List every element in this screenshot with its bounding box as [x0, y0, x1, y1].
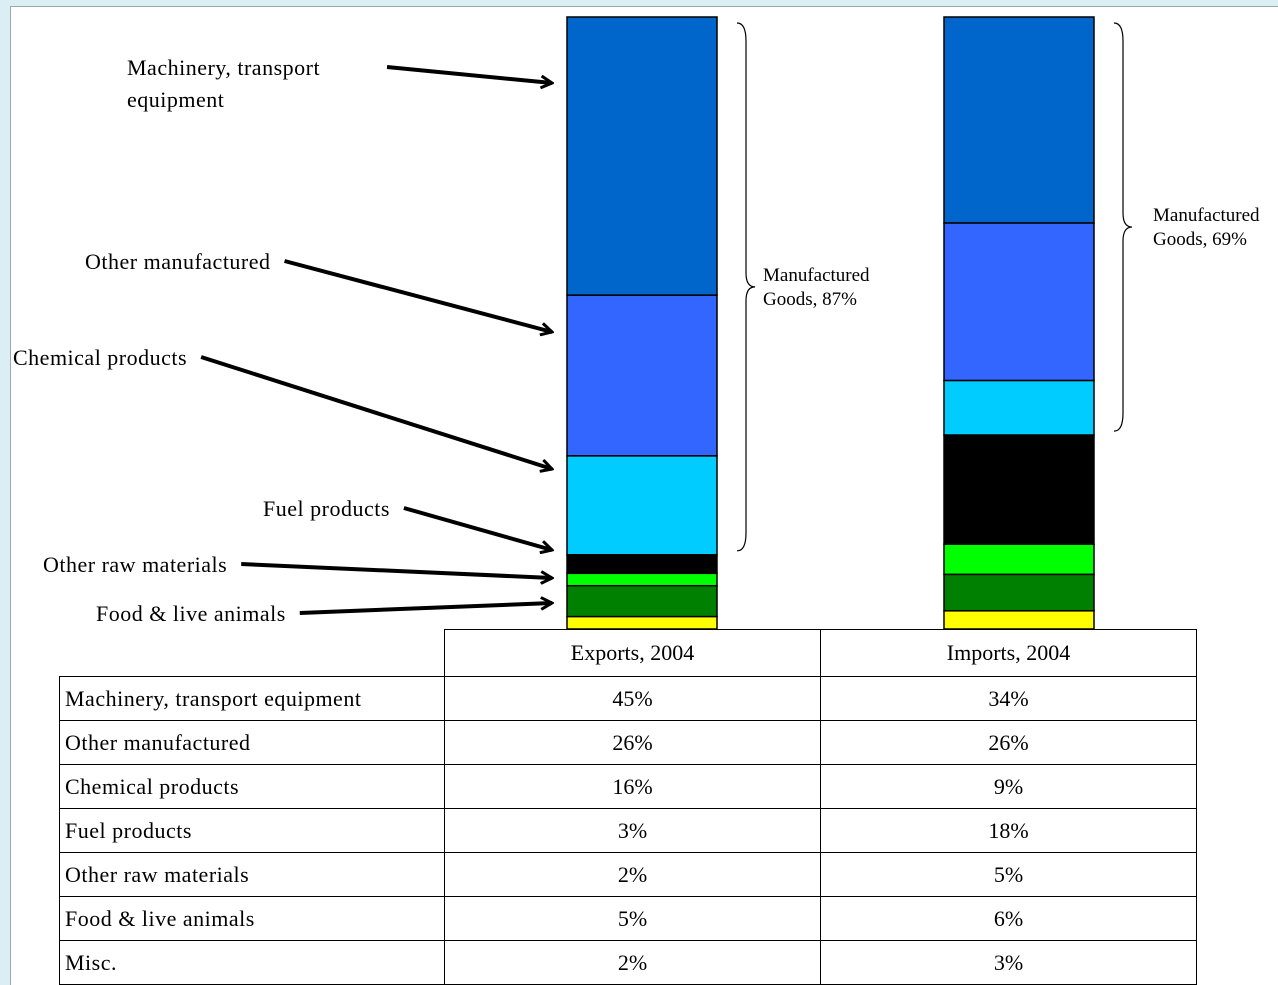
- imports-value: 34%: [820, 676, 1197, 721]
- exports-header: Exports, 2004: [444, 629, 821, 677]
- bar-segment-exports-2004-misc: [566, 615, 718, 629]
- table-row: Fuel products 3% 18%: [59, 808, 1197, 853]
- exports-value: 3%: [444, 808, 821, 853]
- row-label: Chemical products: [59, 764, 445, 809]
- chart-frame: Manufactured Goods, 87% Manufactured Goods,…: [10, 6, 1278, 985]
- table-header-row: Exports, 2004 Imports, 2004: [59, 629, 1197, 677]
- table-row: Other raw materials 2% 5%: [59, 852, 1197, 897]
- data-table: Exports, 2004 Imports, 2004 Machinery, t…: [59, 629, 1197, 985]
- row-label: Misc.: [59, 940, 445, 985]
- arrow-label-other-raw-materials: Other raw materials: [43, 552, 227, 577]
- arrow-label-other-manufactured: Other manufactured: [85, 249, 271, 274]
- bar-segment-exports-2004-other-manufactured: [566, 294, 718, 457]
- table-row: Misc. 2% 3%: [59, 940, 1197, 985]
- exports-value: 45%: [444, 676, 821, 721]
- bar-segment-exports-2004-chemical-products: [566, 455, 718, 556]
- arrow-food-and-live-animals: [299, 603, 552, 615]
- arrow-other-manufactured: [284, 259, 552, 332]
- arrow-chemical-products: [200, 355, 552, 469]
- table-corner-cell: [59, 629, 445, 677]
- imports-header: Imports, 2004: [820, 629, 1197, 677]
- brace-exports-2004: [736, 22, 756, 552]
- bar-segment-exports-2004-food-and-live-animals: [566, 584, 718, 618]
- bar-segment-imports-2004-other-raw-materials: [943, 543, 1095, 576]
- bar-segment-imports-2004-fuel-products: [943, 434, 1095, 545]
- bar-segment-imports-2004-machinery-transport-equipment: [943, 16, 1095, 224]
- row-label: Food & live animals: [59, 896, 445, 941]
- arrow-fuel-products: [403, 506, 552, 550]
- row-label: Machinery, transport equipment: [59, 676, 445, 721]
- imports-value: 9%: [820, 764, 1197, 809]
- bar-segment-exports-2004-fuel-products: [566, 554, 718, 575]
- exports-value: 2%: [444, 940, 821, 985]
- bar-segment-exports-2004-other-raw-materials: [566, 572, 718, 587]
- table-row: Machinery, transport equipment 45% 34%: [59, 676, 1197, 721]
- stacked-bar-chart: Manufactured Goods, 87% Manufactured Goods,…: [13, 16, 1260, 629]
- exports-value: 2%: [444, 852, 821, 897]
- bar-segment-imports-2004-food-and-live-animals: [943, 573, 1095, 612]
- bar-segment-imports-2004-misc: [943, 610, 1095, 629]
- brace-label-imports-2004: Manufactured Goods, 69%: [1153, 205, 1260, 250]
- imports-value: 26%: [820, 720, 1197, 765]
- table-row: Food & live animals 5% 6%: [59, 896, 1197, 941]
- arrow-label-fuel-products: Fuel products: [263, 496, 390, 521]
- bar-segment-imports-2004-other-manufactured: [943, 222, 1095, 382]
- arrow-other-raw-materials: [241, 562, 552, 578]
- exports-value: 5%: [444, 896, 821, 941]
- bar-segment-exports-2004-machinery-transport-equipment: [566, 16, 718, 296]
- brace-imports-2004: [1113, 22, 1133, 432]
- table-row: Chemical products 16% 9%: [59, 764, 1197, 809]
- exports-value: 26%: [444, 720, 821, 765]
- imports-value: 6%: [820, 896, 1197, 941]
- imports-value: 18%: [820, 808, 1197, 853]
- bar-segment-imports-2004-chemical-products: [943, 379, 1095, 436]
- imports-value: 3%: [820, 940, 1197, 985]
- row-label: Fuel products: [59, 808, 445, 853]
- table-row: Other manufactured 26% 26%: [59, 720, 1197, 765]
- arrow-label-machinery-transport: Machinery, transport equipment: [127, 55, 320, 112]
- arrow-machinery-transport: [386, 65, 552, 83]
- arrow-label-chemical-products: Chemical products: [13, 345, 187, 370]
- arrow-label-food-and-live-animals: Food & live animals: [96, 601, 286, 626]
- imports-value: 5%: [820, 852, 1197, 897]
- row-label: Other raw materials: [59, 852, 445, 897]
- row-label: Other manufactured: [59, 720, 445, 765]
- exports-value: 16%: [444, 764, 821, 809]
- brace-label-exports-2004: Manufactured Goods, 87%: [763, 265, 870, 310]
